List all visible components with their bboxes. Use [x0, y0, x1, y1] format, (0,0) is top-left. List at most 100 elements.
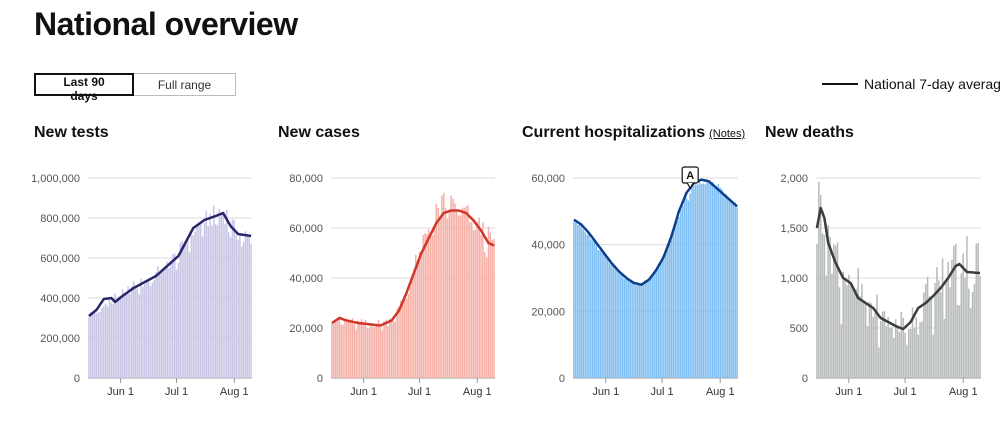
notes-link[interactable]: (Notes) [709, 128, 746, 140]
bar [385, 319, 387, 378]
x-tick-label: Jul 1 [893, 386, 916, 398]
bar [209, 213, 211, 378]
bar [142, 286, 144, 378]
bar [868, 301, 871, 378]
bar [461, 207, 464, 378]
bar [582, 229, 585, 378]
bar [112, 304, 114, 378]
bar [580, 226, 583, 378]
x-tick-label: Aug 1 [220, 386, 249, 398]
bar [601, 251, 603, 378]
bar [396, 308, 398, 378]
bar [203, 222, 206, 378]
bar [633, 281, 635, 378]
bar [683, 198, 686, 378]
full-range-button[interactable]: Full range [134, 73, 236, 96]
bar [439, 216, 441, 378]
bar [945, 281, 948, 378]
bar [422, 235, 425, 378]
bar [953, 245, 955, 378]
bar [340, 324, 343, 378]
bar [848, 274, 850, 378]
last-90-days-button[interactable]: Last 90 days [34, 73, 134, 103]
avg-line [88, 211, 252, 317]
bar [459, 215, 462, 378]
bar [691, 187, 693, 378]
y-tick-label: 0 [559, 373, 565, 385]
bar [331, 323, 333, 378]
bar [91, 312, 94, 378]
bar [685, 197, 688, 378]
bar [879, 320, 882, 378]
bar [719, 187, 721, 378]
bar [857, 268, 859, 378]
bar [476, 221, 479, 378]
bar [956, 305, 959, 378]
bar [650, 277, 652, 378]
bar [485, 257, 488, 378]
bar [655, 268, 658, 378]
bar [851, 285, 854, 378]
bar [428, 229, 430, 378]
bar [104, 303, 107, 378]
legend-line-swatch [822, 83, 858, 85]
bar [938, 280, 940, 378]
bar [366, 328, 369, 378]
bar [732, 202, 735, 378]
bar [591, 240, 594, 378]
bar [131, 286, 133, 378]
bar [951, 259, 953, 378]
bar [833, 244, 835, 378]
bar [676, 221, 678, 378]
y-tick-label: 40,000 [289, 273, 323, 285]
bar [334, 320, 337, 378]
bar [687, 200, 690, 378]
bar [482, 222, 484, 378]
bar [411, 274, 413, 378]
bar [370, 323, 372, 378]
bar [222, 213, 224, 378]
bar [99, 312, 101, 378]
bar [902, 317, 904, 378]
bar [646, 279, 648, 378]
bar [578, 223, 581, 378]
bar [710, 182, 712, 378]
bar [403, 295, 406, 378]
bar [698, 182, 701, 378]
bar [355, 329, 357, 378]
bar [346, 320, 348, 378]
x-tick-label: Aug 1 [706, 386, 735, 398]
bar [368, 328, 370, 378]
bar [921, 321, 923, 378]
bar [623, 278, 626, 378]
bar [700, 184, 703, 378]
bar [198, 223, 200, 378]
bar [928, 296, 931, 378]
y-tick-label: 80,000 [289, 173, 323, 185]
bar [576, 224, 579, 378]
bar [695, 184, 697, 378]
bar [904, 332, 906, 378]
bar [887, 317, 889, 378]
bar [418, 251, 421, 378]
bar [819, 194, 822, 378]
x-tick-label: Jun 1 [835, 386, 862, 398]
bar [442, 192, 445, 378]
bar [704, 184, 706, 378]
bar [653, 272, 656, 378]
bar [467, 205, 469, 378]
bar [638, 283, 641, 378]
bar [401, 299, 404, 378]
bar [964, 277, 966, 378]
bar [450, 195, 452, 378]
bar [360, 319, 363, 378]
bar [823, 234, 826, 378]
bar [138, 294, 141, 378]
bar [435, 203, 438, 378]
bar [861, 284, 863, 378]
bar [362, 323, 365, 378]
bar [465, 206, 467, 378]
bar [723, 194, 725, 378]
bar [864, 302, 867, 378]
